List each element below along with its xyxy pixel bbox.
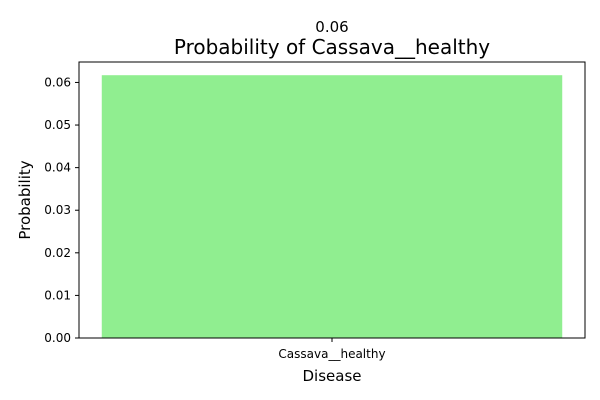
y-tick-label: 0.00 <box>44 331 71 345</box>
y-tick-label: 0.06 <box>44 75 71 89</box>
y-tick-label: 0.02 <box>44 246 71 260</box>
x-tick-label: Cassava__healthy <box>278 347 385 361</box>
value-label: 0.06 <box>315 18 348 36</box>
plot-area: Cassava__healthy 0.00 0.01 0.02 0.03 0.04 0.05… <box>44 75 563 361</box>
y-tick-label: 0.04 <box>44 161 71 175</box>
y-tick-label: 0.01 <box>44 288 71 302</box>
y-tick-label: 0.05 <box>44 118 71 132</box>
y-axis-label: Probability <box>16 160 34 239</box>
plot-frame <box>78 61 586 339</box>
bar <box>101 75 563 338</box>
chart-title: Probability of Cassava__healthy <box>174 35 490 59</box>
x-axis-label: Disease <box>303 367 362 385</box>
y-tick-label: 0.03 <box>44 203 71 217</box>
